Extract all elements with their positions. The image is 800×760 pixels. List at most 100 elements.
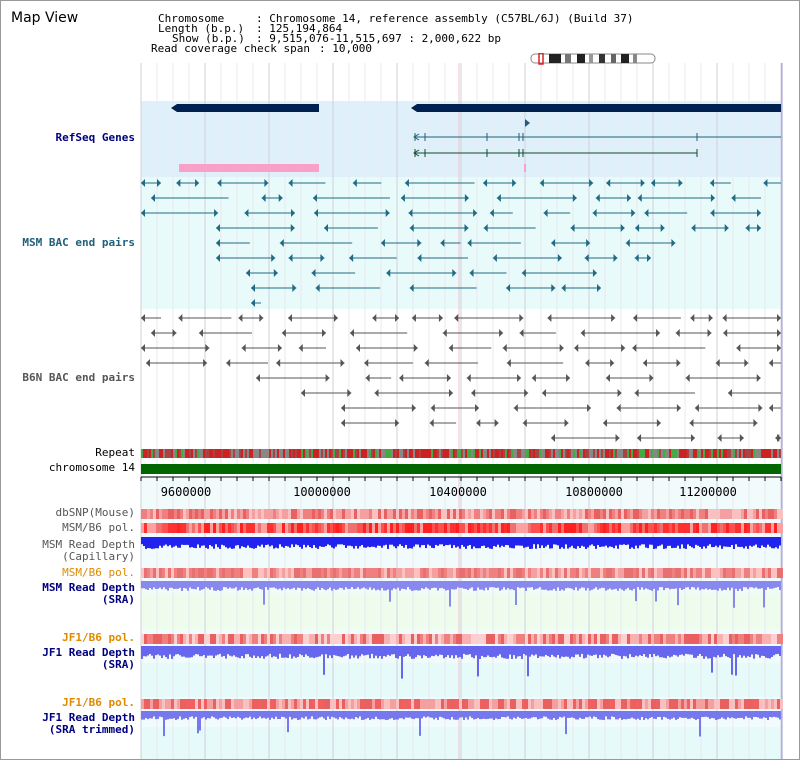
msm-pol-stripe	[753, 568, 756, 578]
jf1-pol-stripe	[582, 699, 585, 709]
msm-capillary-depth-bar	[739, 537, 741, 548]
track-label-jf1-depth-trim-1[interactable]: JF1 Read Depth	[42, 711, 135, 724]
gene-bar[interactable]	[177, 104, 319, 112]
msm-sra-depth-bar	[685, 581, 687, 588]
msm-pol-stripe	[417, 568, 420, 578]
chromosome-ideogram[interactable]	[529, 53, 659, 65]
jf1-pol-stripe	[339, 634, 342, 644]
jf1-pol-stripe	[534, 699, 537, 709]
jf1-trim-depth-bar	[303, 711, 305, 719]
jf1-trim-depth-bar	[553, 711, 555, 719]
msm-sra-depth-bar	[521, 581, 523, 588]
jf1-pol-stripe	[258, 699, 261, 709]
msm-sra-depth-bar	[465, 581, 467, 589]
repeat-mark	[547, 449, 549, 458]
repeat-mark	[573, 449, 575, 458]
jf1-trim-depth-bar	[387, 711, 389, 720]
msm-pol-stripe	[165, 568, 168, 578]
jf1-pol-stripe	[213, 699, 216, 709]
jf1-sra-depth-bar	[495, 646, 497, 658]
msm-pol-stripe	[477, 568, 480, 578]
jf1-pol-stripe	[288, 634, 291, 644]
b6n-bac-pair-end	[739, 434, 744, 442]
msm-sra-depth-bar	[361, 581, 363, 589]
jf1-trim-depth-bar	[211, 711, 213, 717]
repeat-mark	[501, 449, 503, 458]
dbsnp-stripe	[264, 509, 267, 519]
jf1-sra-depth-bar	[357, 646, 359, 659]
track-label-repeat[interactable]: Repeat	[95, 446, 135, 459]
repeat-mark	[639, 449, 641, 458]
dbsnp-stripe	[459, 509, 462, 519]
msm-capillary-depth-bar	[587, 537, 589, 548]
msm-pol-stripe	[603, 568, 606, 578]
jf1-pol-stripe	[576, 699, 579, 709]
b6n-bac-pair-end	[506, 359, 511, 367]
track-label-jf1-pol-1[interactable]: JF1/B6 pol.	[62, 631, 135, 644]
msm-pol-stripe	[651, 523, 654, 533]
repeat-mark	[187, 449, 189, 458]
repeat-mark	[563, 449, 565, 458]
gene-bar[interactable]	[417, 104, 781, 112]
dbsnp-stripe	[255, 509, 258, 519]
gene-bar-pink[interactable]	[524, 164, 526, 172]
jf1-sra-depth-bar	[275, 646, 277, 657]
track-label-msm-pol-2[interactable]: MSM/B6 pol.	[62, 566, 135, 579]
jf1-pol-stripe	[510, 634, 513, 644]
track-label-refseq[interactable]: RefSeq Genes	[55, 131, 135, 144]
repeat-mark	[591, 449, 593, 458]
msm-bac-pair-end	[440, 239, 445, 247]
track-label-msm-pol-1[interactable]: MSM/B6 pol.	[62, 521, 135, 534]
msm-capillary-depth-bar	[259, 537, 261, 547]
msm-sra-depth-bar	[703, 581, 705, 590]
track-label-dbsnp[interactable]: dbSNP(Mouse)	[55, 506, 135, 519]
msm-capillary-depth-bar	[405, 537, 407, 545]
repeat-mark	[149, 449, 151, 458]
jf1-pol-stripe	[342, 699, 345, 709]
track-label-b6n-bac[interactable]: B6N BAC end pairs	[22, 371, 135, 384]
jf1-pol-stripe	[612, 634, 615, 644]
track-label-chromosome[interactable]: chromosome 14	[48, 461, 135, 474]
msm-pol-stripe	[327, 523, 330, 533]
jf1-trim-depth-bar	[613, 711, 615, 717]
msm-bac-pair-end	[380, 239, 385, 247]
gene-bar-pink[interactable]	[179, 164, 319, 172]
jf1-pol-stripe	[321, 699, 324, 709]
track-label-msm-depth-cap-1[interactable]: MSM Read Depth	[42, 538, 135, 551]
dbsnp-stripe	[468, 509, 471, 519]
repeat-mark	[301, 449, 303, 458]
repeat-mark	[197, 449, 199, 458]
msm-capillary-depth-bar	[209, 537, 211, 546]
ideogram-position-marker[interactable]	[538, 53, 544, 65]
msm-pol-stripe	[474, 568, 477, 578]
b6n-bac-pair-end	[611, 314, 616, 322]
repeat-mark	[617, 449, 619, 458]
jf1-trim-depth-bar	[527, 711, 529, 719]
track-label-msm-depth-sra-1[interactable]: MSM Read Depth	[42, 581, 135, 594]
msm-capillary-depth-bar	[345, 537, 347, 548]
b6n-bac-pair-end	[333, 314, 338, 322]
repeat-mark	[497, 449, 499, 458]
msm-pol-stripe	[495, 568, 498, 578]
msm-capillary-depth-bar	[205, 537, 207, 548]
axis-tick-label: 9600000	[161, 485, 212, 499]
dbsnp-stripe	[390, 509, 393, 519]
repeat-mark	[217, 449, 219, 458]
jf1-sra-depth-bar	[377, 646, 379, 659]
b6n-bac-pair-end	[524, 389, 529, 397]
jf1-pol-stripe	[459, 699, 462, 709]
jf1-trim-depth-bar	[759, 711, 761, 719]
msm-sra-depth-bar	[147, 581, 149, 590]
msm-pol-stripe	[246, 568, 249, 578]
jf1-pol-stripe	[531, 699, 534, 709]
track-label-msm-bac[interactable]: MSM BAC end pairs	[22, 236, 135, 249]
jf1-sra-depth-bar	[625, 646, 627, 657]
track-label-jf1-depth-sra-1[interactable]: JF1 Read Depth	[42, 646, 135, 659]
msm-sra-depth-bar	[389, 581, 391, 602]
repeat-mark	[475, 449, 477, 458]
repeat-mark	[215, 449, 217, 458]
chromosome-bar[interactable]	[141, 464, 781, 474]
track-label-jf1-pol-2[interactable]: JF1/B6 pol.	[62, 696, 135, 709]
msm-capillary-depth-bar	[365, 537, 367, 548]
